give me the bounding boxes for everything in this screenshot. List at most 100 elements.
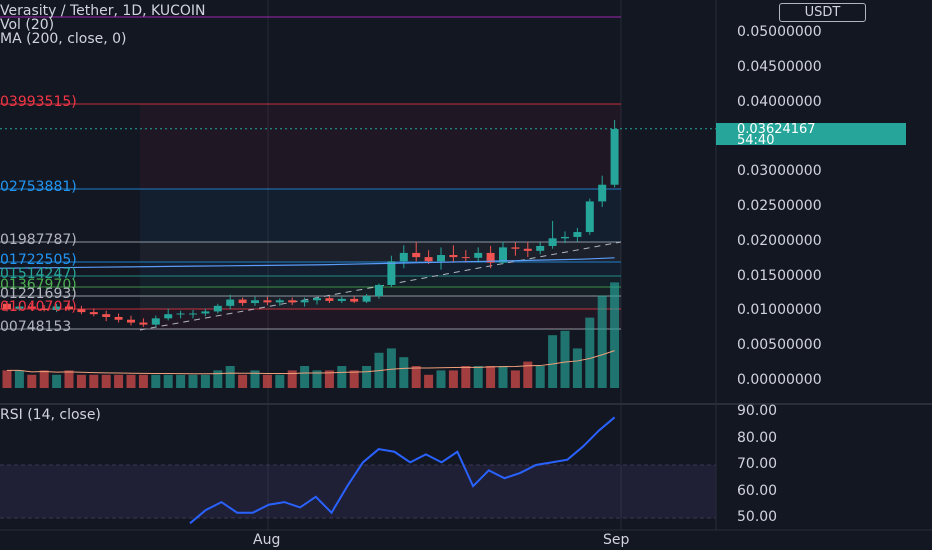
candle-body (573, 232, 582, 237)
ma200-line (0, 257, 615, 269)
fib-level-label: 00748153 (0, 319, 72, 335)
volume-bar (14, 370, 24, 388)
candle-body (362, 296, 371, 302)
volume-bar (101, 374, 111, 388)
candle-body (548, 238, 557, 246)
volume-bar (597, 295, 607, 388)
volume-bar (138, 374, 148, 388)
candle-body (40, 308, 49, 311)
candle-body (151, 318, 160, 325)
volume-bar (535, 366, 545, 388)
volume-bar (498, 366, 508, 388)
fib-zone (140, 104, 621, 189)
candle-body (65, 306, 73, 310)
fib-level-label: 01040707) (0, 299, 77, 315)
price-tick-label: 0.02500000 (737, 198, 822, 214)
volume-bar (572, 348, 582, 388)
fib-zone (140, 309, 621, 329)
price-tick-label: 0.04000000 (737, 93, 822, 110)
candle-body (139, 322, 148, 325)
candle-body (114, 316, 123, 320)
rsi-tick-label: 80.00 (737, 429, 778, 446)
candle-body (77, 309, 86, 313)
volume-bar (300, 366, 310, 388)
volume-bar (262, 374, 272, 388)
volume-bar (27, 374, 37, 388)
currency-button[interactable]: USDT (779, 3, 866, 22)
candle-body (288, 300, 297, 303)
candle-body (424, 257, 433, 262)
candle-body (350, 298, 359, 302)
rsi-tick-label: 70.00 (737, 456, 778, 472)
time-tick-label: Sep (603, 532, 630, 548)
candle-body (585, 201, 594, 233)
price-tick-label: 0.03000000 (737, 163, 822, 180)
vol-indicator-label[interactable]: Vol (20) (0, 17, 55, 33)
volume-bar (461, 366, 471, 388)
candle-body (474, 252, 483, 258)
candle-body (176, 313, 185, 315)
fib-level-label: 03993515) (0, 94, 77, 110)
volume-bar (176, 374, 186, 388)
rsi-band (0, 465, 716, 518)
volume-bar (52, 374, 62, 388)
price-tick-label: 0.05000000 (737, 24, 822, 40)
candle-body (337, 298, 346, 301)
candle-body (300, 300, 309, 303)
volume-bar (510, 370, 520, 388)
volume-bar (250, 370, 260, 388)
volume-bar (287, 370, 297, 388)
candle-body (52, 306, 61, 311)
price-tick-label: 0.01500000 (737, 267, 822, 284)
candle-body (127, 319, 135, 323)
candle-body (27, 306, 36, 309)
candle-body (449, 255, 458, 258)
bar-countdown: 54:40 (737, 133, 775, 148)
last-price-tag: 0.03624167 54:40 (716, 122, 906, 148)
candle-body (561, 236, 569, 239)
price-tick-label: 0.00500000 (737, 337, 822, 354)
candle-body (15, 306, 24, 309)
volume-bar (275, 374, 285, 388)
volume-bar (213, 370, 223, 388)
candle-body (189, 313, 197, 315)
last-price: 0.03624167 (737, 122, 816, 137)
candle-body (89, 312, 98, 315)
rsi-indicator-label[interactable]: RSI (14, close) (0, 407, 101, 423)
volume-bar (312, 370, 322, 388)
volume-bar (362, 366, 372, 388)
symbol-title[interactable]: Verasity / Tether, 1D, KUCOIN (0, 3, 206, 19)
candle-body (226, 299, 235, 306)
candle-body (313, 298, 321, 301)
volume-bar (349, 370, 359, 388)
volume-bar (585, 317, 595, 388)
candle-body (610, 129, 619, 185)
candle-body (213, 305, 222, 312)
volume-bar (188, 374, 198, 388)
volume-bar (324, 370, 334, 388)
fib-level-label: 01367970) (0, 277, 77, 293)
volume-bar (473, 366, 483, 388)
axis-background (716, 0, 932, 550)
fib-level-label: 02753881) (0, 179, 77, 195)
volume-bar (163, 374, 173, 388)
price-tick-label: 0.04500000 (737, 58, 822, 75)
volume-bar (114, 374, 124, 388)
ma-indicator-label[interactable]: MA (200, close, 0) (0, 31, 127, 47)
candle-body (461, 257, 470, 259)
volume-bar (64, 370, 74, 388)
candle-body (437, 255, 445, 262)
volume-bar (436, 370, 446, 388)
candle-body (412, 252, 421, 258)
candle-body (275, 300, 284, 303)
fib-level-label: 01221693) (0, 286, 77, 302)
fib-level-label: 01987787) (0, 232, 77, 248)
volume-bar (39, 370, 49, 388)
volume-bar (548, 335, 558, 388)
rsi-tick-label: 90.00 (737, 403, 778, 419)
price-tick-label: 0.02000000 (737, 232, 822, 249)
candle-body (523, 248, 532, 251)
volume-bar (126, 374, 136, 388)
price-tick-label: 0.00000000 (737, 372, 822, 388)
